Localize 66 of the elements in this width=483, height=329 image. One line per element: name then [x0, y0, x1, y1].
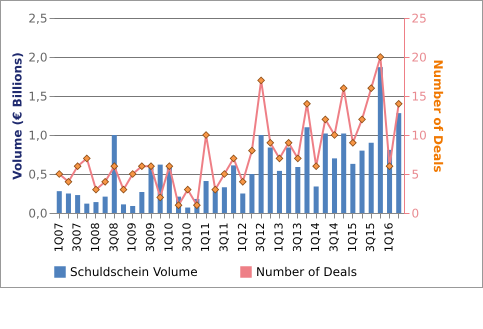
x-tick-label: 3Q15 — [364, 222, 378, 252]
y-tick-label: 2,0 — [28, 50, 48, 64]
y2-tick-label: 20 — [412, 50, 427, 64]
bar — [93, 202, 98, 213]
y-axis-title: Volume (€ Billions) — [10, 52, 24, 180]
bar — [120, 204, 126, 213]
x-tick-label: 3Q14 — [328, 222, 341, 252]
x-tick-label: 1Q10 — [162, 222, 176, 252]
bar — [350, 164, 356, 213]
bar — [231, 165, 236, 213]
bar — [276, 170, 282, 213]
bar — [222, 187, 227, 213]
legend-label: Number of Deals — [256, 265, 357, 279]
bar — [368, 142, 374, 213]
bar — [204, 181, 209, 213]
x-tick-label: 3Q12 — [254, 222, 268, 252]
bar — [130, 206, 136, 213]
bar — [341, 133, 346, 213]
y2-tick-label: 15 — [412, 90, 427, 104]
x-tick-label: 1Q11 — [199, 222, 212, 252]
x-tick-label: 1Q13 — [272, 222, 286, 252]
bar — [185, 208, 190, 213]
y2-tick-label: 0 — [412, 206, 420, 220]
bar — [332, 158, 338, 213]
x-tick-label: 3Q07 — [70, 222, 84, 252]
x-tick-label: 3Q08 — [107, 222, 120, 252]
bar — [139, 192, 144, 213]
y2-axis-title: Number of Deals — [430, 59, 445, 173]
legend-label: Schuldschein Volume — [70, 265, 198, 279]
bar — [56, 191, 62, 213]
x-tick-label: 3Q09 — [144, 222, 158, 252]
x-tick-label: 1Q12 — [236, 222, 249, 252]
bar — [268, 147, 273, 213]
bar — [75, 195, 80, 213]
y-tick-label: 1,5 — [28, 90, 48, 104]
x-tick-label: 1Q07 — [52, 222, 66, 252]
bar — [249, 174, 254, 213]
x-tick-label: 3Q11 — [217, 222, 230, 252]
x-tick-label: 3Q10 — [180, 222, 194, 252]
y2-tick-label: 25 — [412, 12, 427, 26]
bar — [322, 133, 328, 213]
bar — [212, 190, 218, 213]
bar — [240, 194, 246, 213]
x-tick-label: 1Q16 — [382, 222, 396, 252]
y-tick-label: 2,5 — [28, 12, 48, 26]
bar — [396, 113, 402, 213]
y-tick-label: 0,5 — [28, 168, 48, 182]
x-tick-label: 3Q13 — [290, 222, 304, 252]
bar — [66, 194, 71, 213]
bar — [314, 186, 319, 213]
y2-tick-label: 5 — [412, 168, 420, 182]
x-tick-label: 1Q15 — [346, 222, 359, 252]
y-tick-label: 0,0 — [28, 206, 48, 220]
y2-tick-label: 10 — [412, 128, 427, 142]
bar — [102, 196, 108, 213]
bar — [304, 127, 310, 213]
bar — [378, 67, 383, 213]
bar — [295, 166, 300, 213]
x-tick-label: 1Q09 — [126, 222, 139, 252]
x-tick-label: 1Q08 — [88, 222, 102, 252]
bar — [360, 150, 365, 213]
bar — [286, 147, 292, 213]
x-tick-label: 1Q14 — [309, 222, 322, 252]
bar — [258, 135, 264, 213]
bar — [84, 204, 90, 213]
y-tick-label: 1,0 — [28, 128, 48, 142]
